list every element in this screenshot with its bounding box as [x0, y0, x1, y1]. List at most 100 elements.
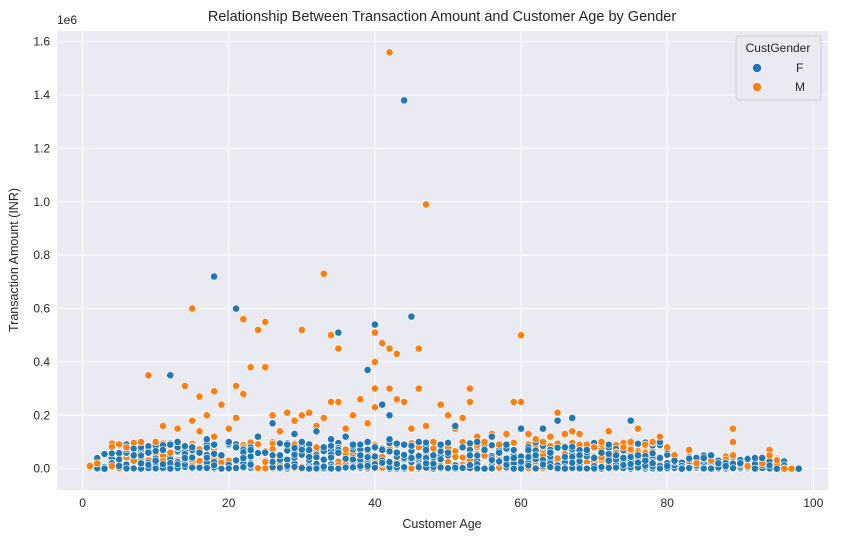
point-m	[495, 440, 504, 449]
point-f	[721, 462, 730, 470]
point-f	[451, 422, 460, 430]
point-m	[210, 432, 219, 441]
point-m	[517, 398, 525, 406]
legend-marker-f	[752, 63, 762, 73]
dense-point-f	[509, 464, 518, 473]
point-m	[341, 424, 350, 433]
point-f	[297, 438, 306, 446]
point-m	[180, 382, 189, 390]
point-f	[758, 454, 767, 462]
point-f	[254, 432, 262, 441]
point-f	[232, 304, 240, 313]
point-m	[297, 325, 306, 334]
dense-point-f	[188, 463, 196, 472]
point-m	[553, 408, 562, 417]
point-f	[385, 411, 394, 420]
dense-point-f	[327, 441, 335, 450]
dense-point-f	[473, 464, 482, 473]
dense-point-m	[509, 438, 518, 447]
point-m	[334, 398, 343, 406]
dense-point-f	[685, 464, 693, 472]
point-f	[210, 272, 219, 281]
point-m	[597, 438, 606, 446]
point-m	[283, 408, 292, 417]
dense-point-f	[298, 445, 306, 454]
dense-point-f	[108, 449, 116, 458]
dense-point-m	[254, 464, 262, 472]
point-f	[400, 440, 409, 449]
dense-point-f	[349, 455, 357, 464]
dense-point-f	[400, 451, 408, 459]
dense-point-f	[626, 460, 635, 468]
point-f	[129, 451, 138, 460]
point-f	[363, 438, 372, 446]
dense-point-f	[356, 440, 365, 449]
dense-point-f	[407, 441, 416, 450]
point-m	[466, 398, 474, 406]
dense-point-f	[327, 453, 335, 462]
dense-point-f	[604, 463, 613, 472]
point-m	[414, 384, 423, 393]
point-m	[517, 331, 525, 340]
dense-point-f	[305, 453, 313, 461]
point-f	[604, 456, 613, 465]
dense-point-f	[444, 438, 452, 447]
point-f	[188, 443, 197, 452]
point-m	[188, 304, 197, 313]
dense-point-f	[436, 447, 445, 456]
dense-point-f	[707, 464, 715, 473]
point-m	[546, 432, 555, 441]
point-m	[392, 395, 401, 404]
point-f	[473, 438, 482, 446]
point-f	[546, 448, 555, 457]
dense-point-m	[451, 453, 460, 461]
point-m	[371, 403, 379, 412]
point-f	[210, 440, 219, 449]
dense-point-f	[466, 439, 474, 448]
dense-point-f	[363, 461, 372, 470]
dense-point-f	[100, 450, 109, 458]
point-f	[371, 443, 379, 452]
dense-point-f	[290, 462, 299, 471]
dense-point-f	[334, 464, 343, 473]
point-m	[634, 424, 642, 433]
dense-point-f	[385, 458, 394, 466]
point-m	[144, 371, 153, 380]
dense-point-f	[188, 453, 196, 462]
point-m	[268, 411, 277, 420]
dense-point-f	[553, 464, 562, 473]
point-m	[210, 387, 219, 396]
y-axis-offset-label: 1e6	[57, 13, 77, 27]
point-f	[356, 451, 365, 460]
point-m	[254, 325, 262, 334]
point-f	[239, 454, 248, 462]
point-f	[159, 446, 167, 454]
point-m	[297, 411, 306, 420]
point-f	[400, 96, 409, 105]
point-m	[327, 398, 335, 406]
dense-point-f	[239, 463, 248, 471]
chart-title: Relationship Between Transaction Amount …	[208, 9, 676, 25]
point-m	[85, 462, 94, 470]
point-f	[663, 462, 672, 470]
legend-label-f: F	[796, 61, 803, 75]
dense-point-f	[144, 461, 153, 469]
dense-point-f	[495, 457, 503, 466]
dense-point-f	[224, 464, 233, 473]
point-f	[553, 416, 562, 425]
point-m	[239, 315, 248, 324]
dense-point-f	[378, 458, 387, 467]
dense-point-f	[699, 464, 708, 473]
point-f	[334, 448, 343, 457]
point-f	[115, 462, 124, 470]
dense-point-f	[685, 454, 693, 463]
dense-point-f	[524, 461, 533, 470]
dense-point-m	[429, 444, 438, 453]
x-tick-label: 40	[368, 496, 382, 510]
point-m	[385, 48, 394, 57]
dense-point-f	[122, 464, 131, 473]
point-f	[144, 448, 153, 457]
dense-point-f	[129, 464, 138, 473]
dense-point-f	[488, 456, 496, 464]
point-f	[772, 464, 781, 473]
